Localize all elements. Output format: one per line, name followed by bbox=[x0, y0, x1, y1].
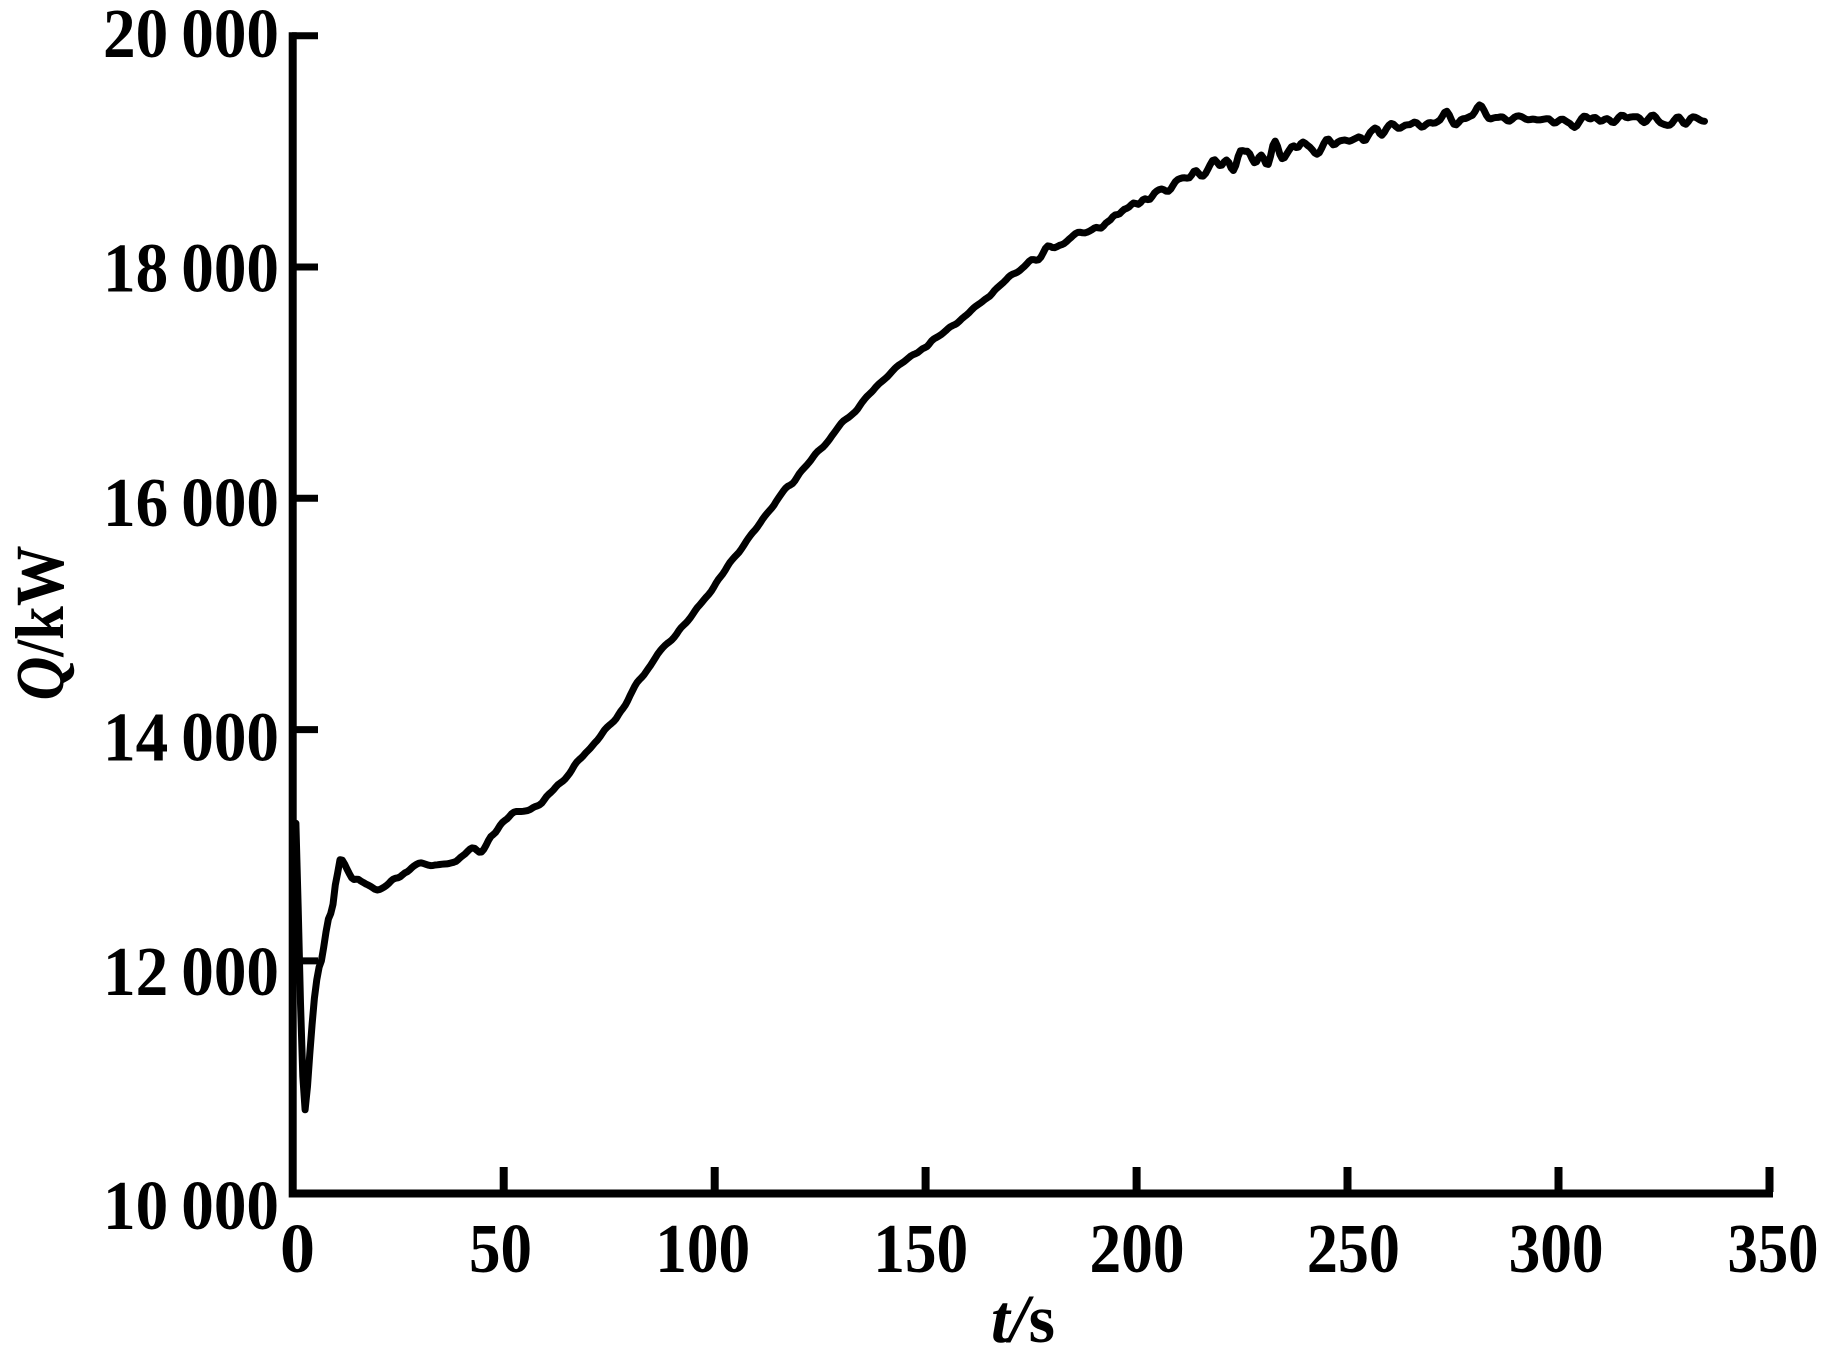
svg-text:0: 0 bbox=[280, 1211, 315, 1288]
svg-text:Q/kW: Q/kW bbox=[2, 546, 78, 701]
svg-text:t/s: t/s bbox=[991, 1281, 1055, 1354]
svg-text:250: 250 bbox=[1307, 1211, 1400, 1288]
svg-text:300: 300 bbox=[1509, 1211, 1604, 1288]
svg-text:16 000: 16 000 bbox=[103, 465, 279, 542]
svg-text:10 000: 10 000 bbox=[103, 1168, 279, 1245]
svg-text:200: 200 bbox=[1090, 1211, 1185, 1288]
svg-text:350: 350 bbox=[1728, 1211, 1819, 1288]
svg-text:150: 150 bbox=[873, 1211, 968, 1288]
svg-text:20 000: 20 000 bbox=[103, 0, 279, 73]
svg-text:100: 100 bbox=[655, 1211, 750, 1288]
svg-text:18 000: 18 000 bbox=[103, 230, 279, 307]
svg-text:50: 50 bbox=[469, 1211, 532, 1288]
svg-text:14 000: 14 000 bbox=[103, 699, 279, 776]
svg-text:12 000: 12 000 bbox=[103, 934, 279, 1011]
